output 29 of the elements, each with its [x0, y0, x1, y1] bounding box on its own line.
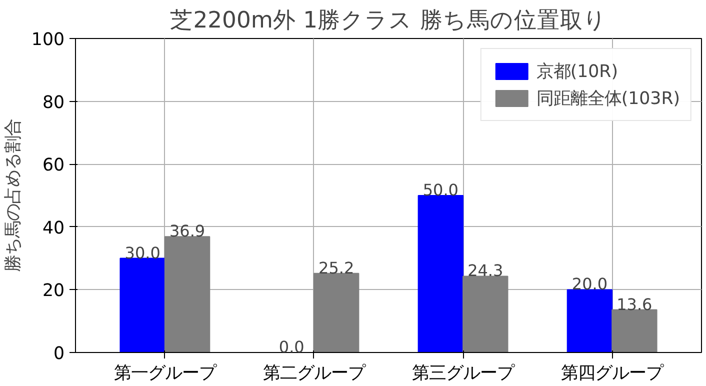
bar [164, 236, 210, 352]
legend-label: 同距離全体(103R) [536, 88, 680, 110]
legend-label: 京都(10R) [536, 61, 618, 83]
x-tick-label: 第一グループ [114, 364, 217, 384]
y-axis-title: 勝ち馬の占める割合 [3, 119, 24, 272]
y-tick-label: 0 [53, 344, 65, 364]
bar [612, 309, 658, 352]
y-tick-label: 20 [42, 281, 65, 302]
y-tick-label: 100 [31, 30, 65, 50]
x-tick-label: 第二グループ [262, 364, 366, 384]
x-tick-label: 第四グループ [561, 364, 664, 384]
data-label: 20.0 [572, 274, 608, 294]
bar [313, 272, 360, 352]
data-label: 50.0 [422, 180, 458, 200]
bar [462, 276, 508, 352]
data-label: 13.6 [616, 294, 652, 314]
bar [418, 195, 464, 352]
data-label: 25.2 [318, 258, 354, 278]
x-tick-label: 第三グループ [412, 364, 516, 384]
data-label: 36.9 [169, 222, 206, 241]
bar [566, 289, 613, 352]
y-tick-label: 40 [42, 218, 65, 238]
y-tick-label: 80 [42, 92, 65, 113]
data-label: 0.0 [278, 338, 304, 356]
bar [120, 258, 166, 352]
data-label: 30.0 [124, 243, 160, 262]
data-label: 24.3 [468, 261, 504, 280]
y-tick-label: 60 [42, 156, 65, 176]
chart-title: 芝2200m外 1勝クラス 勝ち馬の位置取り [170, 8, 607, 34]
